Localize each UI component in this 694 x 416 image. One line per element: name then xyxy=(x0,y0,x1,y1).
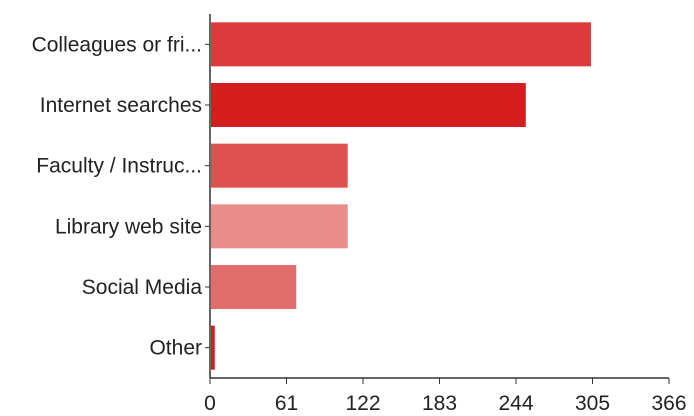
category-labels: Colleagues or fri... Internet searches Fac… xyxy=(32,33,203,359)
category-label-5: Other xyxy=(149,337,202,360)
category-label-0: Colleagues or fri... xyxy=(32,33,202,56)
category-label-3: Library web site xyxy=(55,215,202,238)
bar-2 xyxy=(211,143,348,188)
x-tick-label-4: 244 xyxy=(498,392,533,415)
axes-group xyxy=(205,14,670,384)
x-tick-label-1: 61 xyxy=(275,392,298,415)
x-tick-label-3: 183 xyxy=(422,392,457,415)
category-label-2: Faculty / Instruc... xyxy=(36,155,202,178)
x-tick-label-5: 305 xyxy=(575,392,610,415)
category-label-1: Internet searches xyxy=(40,94,202,117)
bar-3 xyxy=(211,204,348,249)
bars-group xyxy=(211,22,591,370)
bar-5 xyxy=(211,325,215,370)
bar-0 xyxy=(211,22,591,67)
bar-1 xyxy=(211,83,526,127)
x-tick-labels: 0 61 122 183 244 305 366 xyxy=(204,392,686,415)
bar-4 xyxy=(211,265,297,309)
category-label-4: Social Media xyxy=(82,276,203,299)
x-tick-label-0: 0 xyxy=(204,392,216,415)
x-tick-label-6: 366 xyxy=(651,392,686,415)
x-tick-label-2: 122 xyxy=(345,392,380,415)
